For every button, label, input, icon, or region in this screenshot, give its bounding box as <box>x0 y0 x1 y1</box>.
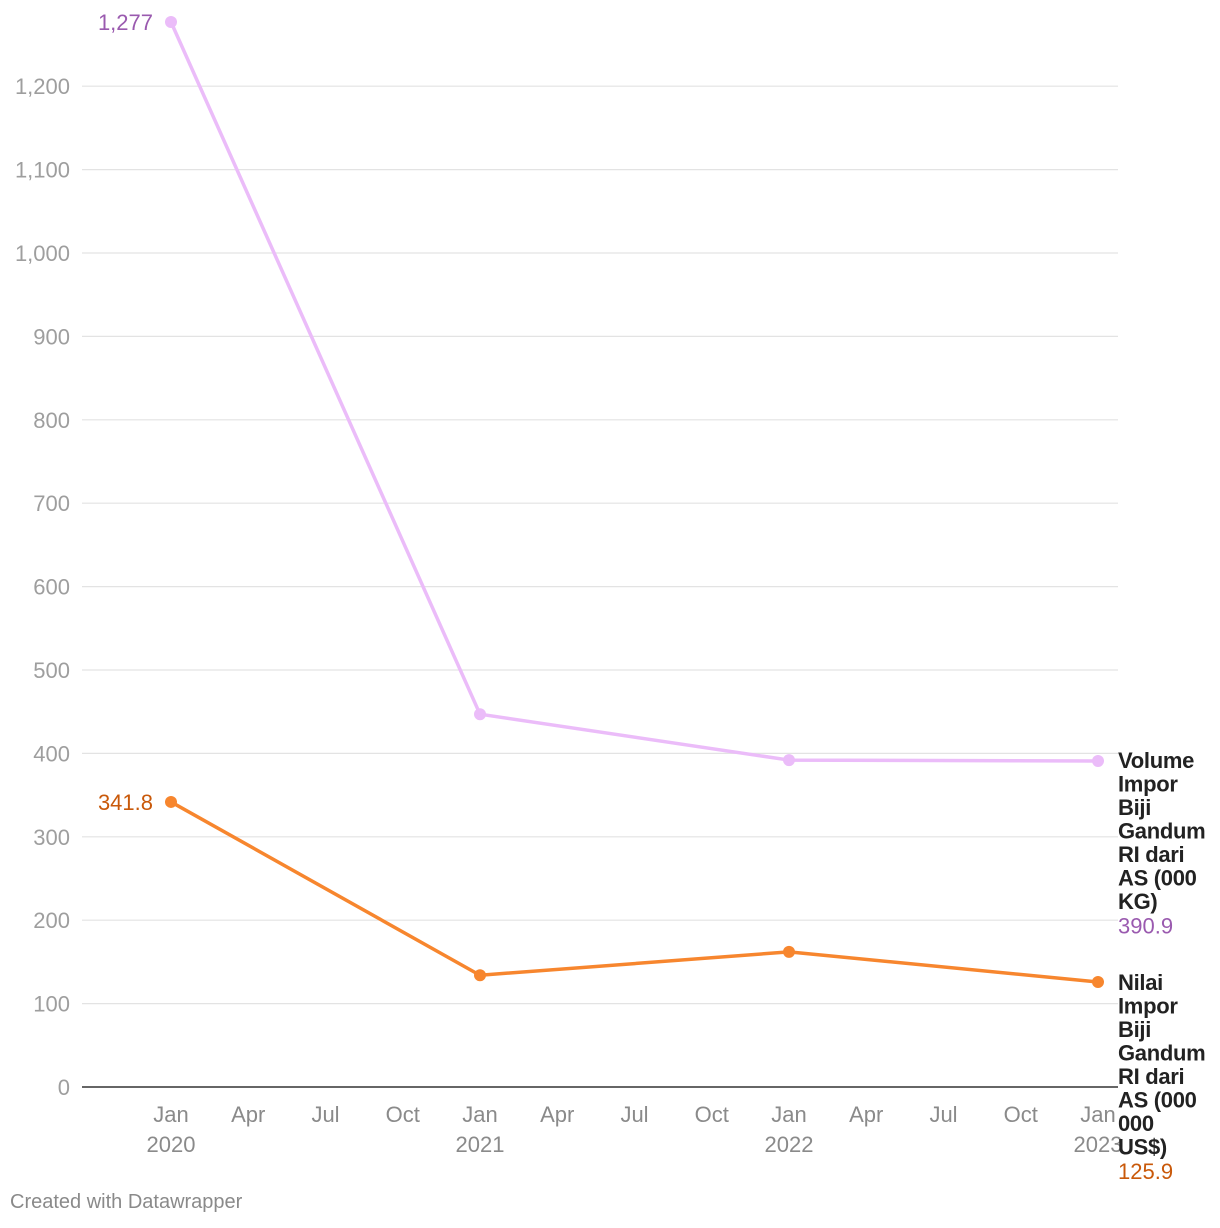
series-name-label: Biji <box>1118 1017 1151 1042</box>
series-name-label: Gandum <box>1118 1041 1205 1066</box>
series-line-1 <box>169 800 1100 984</box>
x-tick-label: Apr <box>540 1102 574 1127</box>
credit-text: Created with Datawrapper <box>10 1191 243 1213</box>
series-line-0 <box>169 20 1100 763</box>
x-tick-label: Jul <box>620 1102 648 1127</box>
y-axis: 0 100 200 300 400 500 600 700 800 900 1,000 1,100 1,… <box>15 74 70 1100</box>
data-point <box>1092 975 1104 988</box>
y-tick-label: 600 <box>33 575 70 600</box>
series-name-label: RI dari <box>1118 842 1184 867</box>
x-tick-year-label: 2023 <box>1074 1132 1123 1157</box>
data-point <box>165 795 177 808</box>
data-point <box>783 945 795 958</box>
gridlines <box>82 85 1118 1088</box>
data-point <box>165 15 177 28</box>
x-tick-year-label: 2020 <box>147 1132 196 1157</box>
y-tick-label: 800 <box>33 408 70 433</box>
series-name-label: Impor <box>1118 772 1178 797</box>
series-name-label: Nilai <box>1118 970 1163 995</box>
first-value-label: 1,277 <box>98 10 153 35</box>
series-name-label: 000 <box>1118 1111 1154 1136</box>
x-tick-label: Jan <box>462 1102 497 1127</box>
data-point <box>474 708 486 721</box>
data-point <box>783 754 795 767</box>
y-tick-label: 400 <box>33 741 70 766</box>
x-tick-label: Jul <box>929 1102 957 1127</box>
x-axis: Jan 2020 Apr Jul Oct Jan 2021 Apr Jul Oct Jan 2022 A… <box>147 1102 1123 1157</box>
y-tick-label: 500 <box>33 658 70 683</box>
y-tick-label: 900 <box>33 324 70 349</box>
last-value-label: 125.9 <box>1118 1159 1173 1184</box>
x-tick-label: Jan <box>153 1102 188 1127</box>
series-name-label: AS (000 <box>1118 1088 1197 1113</box>
series-name-label: RI dari <box>1118 1064 1184 1089</box>
y-tick-label: 1,100 <box>15 158 70 183</box>
y-tick-label: 200 <box>33 908 70 933</box>
y-tick-label: 1,200 <box>15 74 70 99</box>
x-tick-year-label: 2022 <box>765 1132 814 1157</box>
x-tick-label: Apr <box>231 1102 265 1127</box>
x-tick-label: Oct <box>695 1102 729 1127</box>
y-tick-label: 0 <box>58 1075 70 1100</box>
series-points <box>165 15 1104 988</box>
last-value-label: 390.9 <box>1118 914 1173 939</box>
series-name-label: Gandum <box>1118 819 1205 844</box>
series-name-label: Volume <box>1118 748 1194 773</box>
series-name-label: Biji <box>1118 795 1151 820</box>
x-tick-label: Apr <box>849 1102 883 1127</box>
x-tick-label: Oct <box>386 1102 420 1127</box>
x-tick-label: Jan <box>1080 1102 1115 1127</box>
x-tick-label: Jan <box>771 1102 806 1127</box>
series-name-label: AS (000 <box>1118 866 1197 891</box>
y-tick-label: 300 <box>33 825 70 850</box>
first-value-label: 341.8 <box>98 790 153 815</box>
series-name-label: Impor <box>1118 994 1178 1019</box>
y-tick-label: 700 <box>33 491 70 516</box>
series-name-label: KG) <box>1118 889 1157 914</box>
data-point <box>474 969 486 982</box>
series-name-label: US$) <box>1118 1135 1167 1160</box>
x-tick-label: Oct <box>1004 1102 1038 1127</box>
y-tick-label: 1,000 <box>15 241 70 266</box>
y-tick-label: 100 <box>33 992 70 1017</box>
x-tick-year-label: 2021 <box>456 1132 505 1157</box>
x-tick-label: Jul <box>311 1102 339 1127</box>
data-point <box>1092 754 1104 767</box>
series-lines <box>169 20 1100 984</box>
